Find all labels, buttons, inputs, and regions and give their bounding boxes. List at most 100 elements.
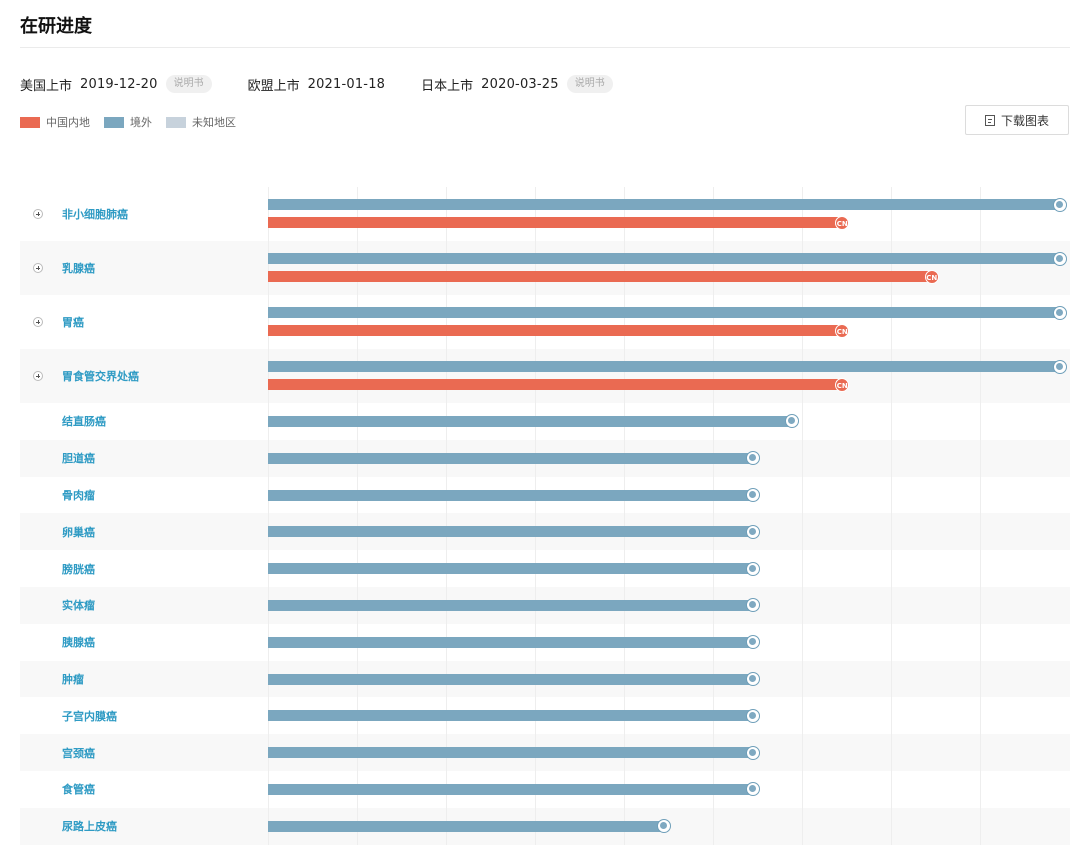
- chart-row: [20, 349, 1070, 403]
- globe-icon: [657, 819, 671, 834]
- globe-icon: [785, 414, 800, 429]
- expand-plus-icon[interactable]: [33, 263, 43, 273]
- grid-line: [357, 187, 358, 845]
- row-label[interactable]: 乳腺癌: [62, 262, 95, 275]
- expand-plus-icon[interactable]: [33, 209, 43, 219]
- globe-icon: [745, 708, 760, 723]
- overseas-bar[interactable]: [268, 747, 753, 759]
- chart-row: [20, 295, 1070, 349]
- legend-item-overseas[interactable]: 境外: [104, 114, 152, 130]
- globe-icon: [745, 745, 760, 760]
- legend-label-unknown: 未知地区: [192, 116, 236, 129]
- row-label[interactable]: 胆道癌: [62, 452, 95, 466]
- download-chart-label: 下载图表: [1000, 113, 1049, 128]
- chart-row: [20, 241, 1070, 295]
- market-us-date: 2019-12-20: [80, 76, 158, 92]
- grid-line: [713, 187, 714, 845]
- market-us: 美国上市 2019-12-20 说明书: [20, 75, 212, 94]
- china-marker-icon: CN: [835, 377, 850, 392]
- globe-icon: [745, 672, 760, 686]
- globe-icon: [1053, 251, 1067, 266]
- overseas-bar[interactable]: [268, 563, 753, 575]
- legend-swatch-china: [20, 116, 40, 128]
- page-title: 在研进度: [20, 16, 92, 37]
- overseas-bar[interactable]: [268, 710, 753, 722]
- globe-icon: [745, 782, 760, 797]
- row-label[interactable]: 实体瘤: [62, 599, 95, 613]
- legend-item-china[interactable]: 中国内地: [20, 114, 90, 130]
- globe-icon: [1053, 197, 1067, 212]
- globe-icon: [1053, 305, 1067, 320]
- overseas-bar[interactable]: [268, 199, 1060, 210]
- overseas-bar[interactable]: [268, 415, 793, 427]
- china-marker-icon: CN: [835, 323, 850, 338]
- overseas-bar[interactable]: [268, 361, 1060, 372]
- overseas-bar[interactable]: [268, 307, 1060, 318]
- globe-icon: [745, 488, 760, 502]
- row-label[interactable]: 骨肉瘤: [62, 489, 95, 502]
- row-label[interactable]: 胰腺癌: [62, 636, 95, 650]
- globe-icon: [745, 598, 760, 613]
- globe-icon: [745, 451, 760, 466]
- globe-icon: [1053, 359, 1067, 374]
- overseas-bar[interactable]: [268, 452, 753, 464]
- row-label[interactable]: 食管癌: [62, 783, 95, 797]
- legend-item-unknown[interactable]: 未知地区: [166, 114, 236, 130]
- row-label[interactable]: 结直肠癌: [62, 415, 106, 429]
- overseas-bar[interactable]: [268, 599, 753, 611]
- title-divider: [20, 47, 1070, 48]
- grid-line: [802, 187, 803, 845]
- expand-plus-icon[interactable]: [33, 371, 43, 381]
- globe-icon: [745, 635, 760, 650]
- market-us-label: 美国上市: [20, 78, 73, 94]
- grid-line: [980, 187, 981, 845]
- chart-legend: 中国内地 境外 未知地区: [20, 114, 250, 130]
- expand-plus-icon[interactable]: [33, 317, 43, 327]
- china-bar[interactable]: [268, 379, 843, 390]
- market-approvals: 美国上市 2019-12-20 说明书 欧盟上市 2021-01-18 日本上市…: [20, 74, 649, 94]
- overseas-bar[interactable]: [268, 820, 664, 832]
- grid-line: [268, 187, 269, 845]
- market-eu: 欧盟上市 2021-01-18: [248, 75, 386, 94]
- grid-line: [446, 187, 447, 845]
- globe-icon: [745, 524, 760, 539]
- row-label[interactable]: 胃癌: [62, 316, 84, 329]
- row-label[interactable]: 尿路上皮癌: [62, 820, 117, 834]
- row-label[interactable]: 膀胱癌: [62, 562, 95, 576]
- row-label[interactable]: 子宫内膜癌: [62, 709, 117, 723]
- download-chart-button[interactable]: 下载图表: [965, 105, 1069, 135]
- row-label[interactable]: 肿瘤: [62, 673, 84, 686]
- legend-label-china: 中国内地: [46, 116, 90, 129]
- market-jp-label: 日本上市: [421, 78, 474, 94]
- grid-line: [535, 187, 536, 845]
- row-label[interactable]: 卵巢癌: [62, 525, 95, 539]
- legend-swatch-unknown: [166, 116, 186, 128]
- overseas-bar[interactable]: [268, 253, 1060, 264]
- grid-line: [891, 187, 892, 845]
- row-label[interactable]: 非小细胞肺癌: [62, 208, 128, 221]
- overseas-bar[interactable]: [268, 526, 753, 538]
- market-jp: 日本上市 2020-03-25 说明书: [421, 75, 613, 94]
- china-bar[interactable]: [268, 217, 843, 228]
- overseas-bar[interactable]: [268, 489, 753, 501]
- research-progress-chart: 非小细胞肺癌 CN 乳腺癌 CN 胃癌 CN 胃食管交界处癌 CN 结直肠癌 胆道癌 骨肉瘤 卵巢癌膀…: [20, 187, 1070, 845]
- overseas-bar[interactable]: [268, 636, 753, 648]
- chart-row: [20, 187, 1070, 241]
- row-label[interactable]: 胃食管交界处癌: [62, 370, 139, 383]
- legend-label-overseas: 境外: [130, 116, 152, 129]
- overseas-bar[interactable]: [268, 783, 753, 795]
- china-marker-icon: CN: [924, 269, 939, 284]
- grid-line: [624, 187, 625, 845]
- market-eu-date: 2021-01-18: [307, 76, 386, 92]
- market-jp-manual-link[interactable]: 说明书: [566, 75, 613, 93]
- overseas-bar[interactable]: [268, 673, 753, 685]
- market-jp-date: 2020-03-25: [481, 76, 559, 92]
- row-label[interactable]: 宫颈癌: [62, 746, 95, 760]
- document-icon: [984, 114, 995, 126]
- globe-icon: [745, 561, 760, 576]
- legend-swatch-overseas: [104, 116, 124, 128]
- market-eu-label: 欧盟上市: [247, 78, 300, 94]
- market-us-manual-link[interactable]: 说明书: [165, 75, 212, 93]
- china-bar[interactable]: [268, 271, 932, 282]
- china-bar[interactable]: [268, 325, 843, 336]
